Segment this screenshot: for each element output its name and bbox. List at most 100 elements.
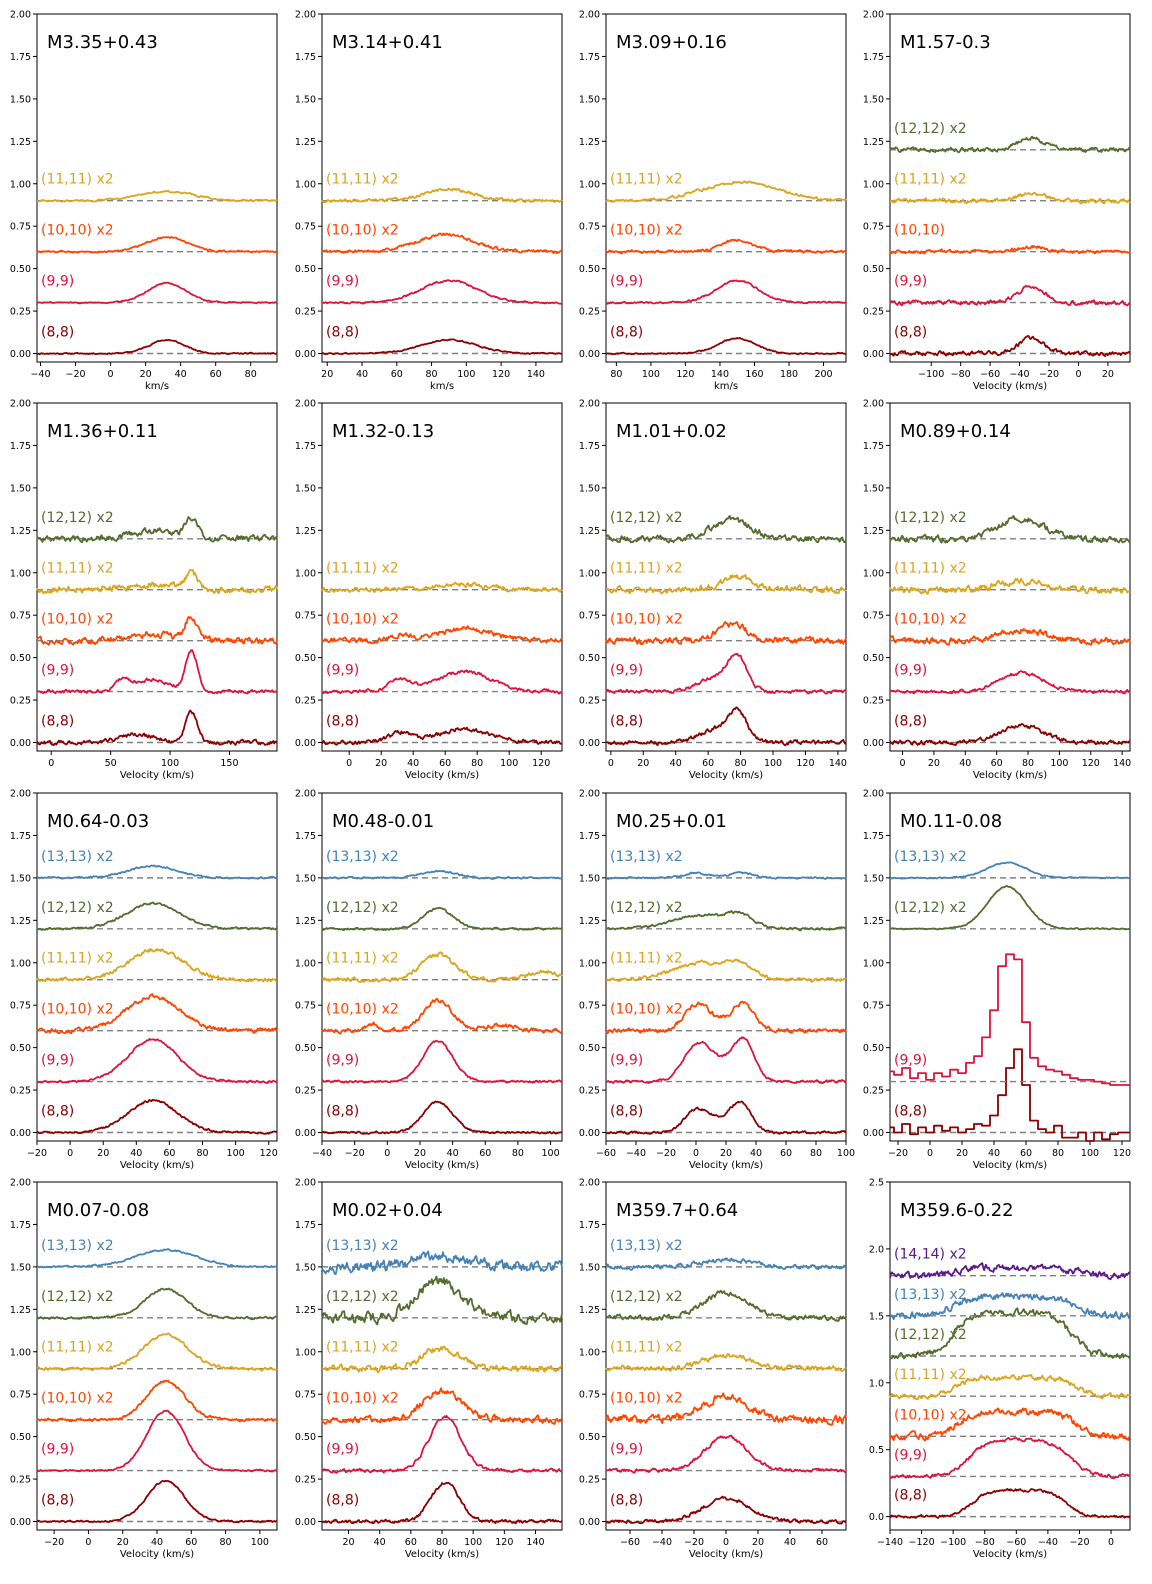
x-tick-label: 0: [900, 758, 906, 769]
x-tick-label: 20: [342, 1537, 354, 1548]
x-tick-label: 180: [780, 369, 798, 380]
spectrum-line: [36, 1248, 278, 1269]
spectrum-line: [322, 1100, 563, 1135]
y-tick-label: 0.75: [579, 1001, 600, 1012]
x-axis-label: Velocity (km/s): [689, 1160, 763, 1171]
x-tick-label: 150: [220, 758, 238, 769]
x-tick-label: −20: [66, 369, 86, 380]
panel-title: M359.7+0.64: [616, 1200, 738, 1221]
y-tick-label: 0.25: [10, 307, 31, 318]
x-tick-label: 60: [702, 758, 714, 769]
y-tick-label: 1.25: [295, 1305, 316, 1316]
x-tick-label: 100: [642, 369, 660, 380]
spectrum-line: [321, 338, 563, 355]
y-tick-label: 2.00: [10, 10, 31, 21]
y-tick-label: 0.50: [579, 653, 600, 664]
y-tick-label: 2.00: [579, 789, 600, 800]
x-tick-label: −100: [918, 369, 944, 380]
spectrum-line: [889, 191, 1131, 205]
x-tick-label: 20: [117, 1537, 129, 1548]
x-tick-label: −40: [1010, 369, 1030, 380]
x-tick-label: 0: [85, 1537, 91, 1548]
y-tick-label: 0.00: [863, 349, 884, 360]
transition-label: (8,8): [326, 714, 359, 730]
y-tick-label: 1.5: [869, 1311, 884, 1322]
spectrum-line: [605, 574, 847, 595]
x-tick-label: −80: [951, 369, 971, 380]
panel: 0.00 0.25 0.50 0.75 1.00 1.25 1.50 1.75 2.00 −40 −…: [295, 789, 563, 1171]
x-axis-label: Velocity (km/s): [120, 770, 194, 781]
transition-label: (8,8): [894, 325, 927, 341]
y-tick-label: 0.75: [295, 1390, 316, 1401]
y-tick-label: 1.50: [579, 1262, 600, 1273]
spectrum-line: [321, 669, 563, 695]
x-tick-label: 80: [610, 369, 622, 380]
spectrum-line: [605, 1000, 847, 1035]
spectrum-line: [605, 1434, 847, 1474]
x-tick-label: 100: [161, 758, 179, 769]
x-tick-label: 20: [140, 369, 152, 380]
y-tick-label: 1.50: [579, 94, 600, 105]
y-tick-label: 0.75: [863, 611, 884, 622]
transition-label: (9,9): [326, 274, 359, 290]
x-tick-label: 140: [829, 758, 847, 769]
x-tick-label: 60: [439, 758, 451, 769]
y-tick-label: 1.25: [295, 916, 316, 927]
y-tick-label: 1.25: [295, 526, 316, 537]
plot-frame: [36, 402, 278, 752]
transition-label: (9,9): [326, 1442, 359, 1458]
transition-label: (8,8): [894, 714, 927, 730]
plot-frame: [889, 792, 1131, 1142]
transition-label: (12,12) x2: [41, 1289, 114, 1305]
plot-frame: [605, 13, 847, 363]
transition-label: (10,10) x2: [326, 612, 399, 628]
y-tick-label: 1.50: [295, 873, 316, 884]
panel-title: M0.64-0.03: [47, 811, 149, 832]
x-tick-label: 140: [527, 369, 545, 380]
transition-label: (8,8): [610, 1493, 643, 1509]
transition-label: (8,8): [41, 1104, 74, 1120]
y-tick-label: 0.25: [579, 1475, 600, 1486]
x-tick-label: 60: [816, 1537, 828, 1548]
transition-label: (12,12) x2: [894, 510, 967, 526]
x-tick-label: 20: [637, 758, 649, 769]
x-tick-label: 100: [1081, 1148, 1099, 1159]
x-tick-label: 40: [670, 758, 682, 769]
x-tick-label: −40: [626, 1148, 646, 1159]
transition-label: (14,14) x2: [894, 1247, 967, 1263]
x-tick-label: 40: [784, 1537, 796, 1548]
transition-label: (11,11) x2: [326, 172, 399, 188]
spectrum-line: [36, 616, 278, 646]
x-tick-label: −40: [30, 369, 50, 380]
spectrum-line: [605, 871, 847, 880]
x-axis-label: Velocity (km/s): [689, 1549, 763, 1560]
transition-label: (8,8): [894, 1488, 927, 1504]
x-tick-label: 120: [676, 369, 694, 380]
y-tick-label: 0.25: [295, 1086, 316, 1097]
y-tick-label: 1.50: [579, 873, 600, 884]
transition-label: (9,9): [610, 663, 643, 679]
spectrum-line: [321, 232, 563, 254]
spectrum-line: [605, 180, 847, 203]
transition-label: (11,11) x2: [610, 561, 683, 577]
spectrum-line: [36, 1287, 278, 1321]
transition-label: (10,10) x2: [610, 612, 683, 628]
transition-label: (13,13) x2: [610, 849, 683, 865]
panel-title: M1.57-0.3: [900, 32, 991, 53]
y-tick-label: 1.25: [579, 916, 600, 927]
panel-title: M0.07-0.08: [47, 1200, 149, 1221]
y-tick-label: 0.50: [295, 264, 316, 275]
transition-label: (11,11) x2: [610, 951, 683, 967]
y-tick-label: 0.00: [10, 1128, 31, 1139]
x-tick-label: 100: [542, 1148, 560, 1159]
y-tick-label: 0.00: [579, 738, 600, 749]
y-tick-label: 1.25: [863, 916, 884, 927]
transition-label: (12,12) x2: [41, 900, 114, 916]
y-tick-label: 2.00: [295, 399, 316, 410]
x-tick-label: 0: [927, 1148, 933, 1159]
y-tick-label: 1.50: [295, 94, 316, 105]
x-tick-label: 60: [391, 369, 403, 380]
spectrum-line: [889, 670, 1131, 695]
x-tick-label: 140: [1113, 758, 1131, 769]
panel-title: M0.02+0.04: [332, 1200, 443, 1221]
